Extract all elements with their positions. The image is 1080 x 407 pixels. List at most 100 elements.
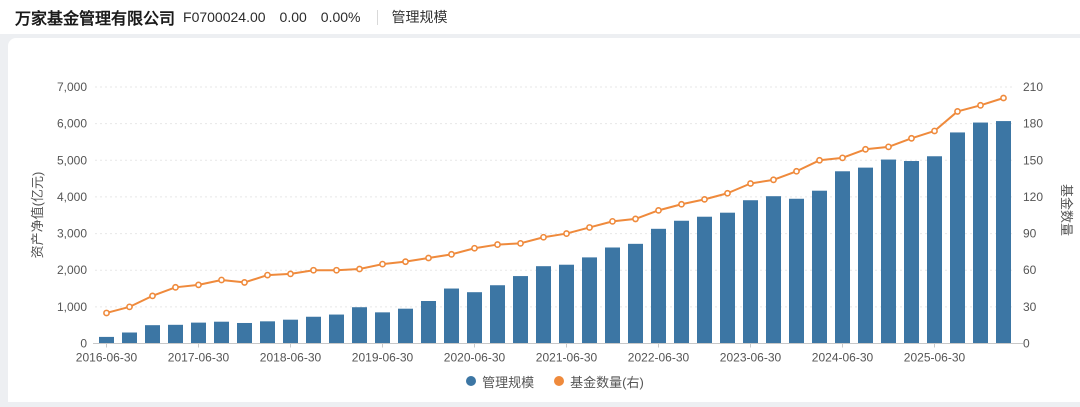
bar-2024-12-31[interactable]	[881, 159, 896, 344]
bar-2024-09-30[interactable]	[858, 167, 873, 344]
line-point-2022-09-30[interactable]	[678, 200, 685, 208]
line-point-2022-06-30[interactable]	[655, 206, 662, 214]
left-axis-title: 资产净值(亿元)	[30, 172, 45, 259]
line-point-2023-09-30[interactable]	[770, 176, 777, 184]
line-point-2019-03-31[interactable]	[356, 265, 363, 273]
line-point-2017-12-31[interactable]	[241, 279, 248, 286]
bar-2021-09-30[interactable]	[582, 257, 597, 344]
bar-2025-03-31[interactable]	[904, 161, 919, 344]
right-axis-tick-label: 60	[1023, 263, 1037, 277]
line-point-2021-06-30[interactable]	[563, 230, 570, 237]
bar-2016-12-31[interactable]	[145, 325, 160, 344]
bar-2017-06-30[interactable]	[191, 322, 206, 344]
line-point-2025-09-30[interactable]	[954, 108, 961, 115]
bar-2019-03-31[interactable]	[352, 307, 367, 344]
legend-item-management-scale[interactable]: 管理规模	[466, 372, 534, 391]
line-point-2020-09-30[interactable]	[494, 241, 501, 248]
line-point-2018-06-30[interactable]	[287, 270, 294, 278]
right-axis-tick-label: 0	[1023, 337, 1030, 351]
bar-2023-09-30[interactable]	[766, 196, 781, 344]
bar-2025-09-30[interactable]	[950, 132, 965, 344]
line-point-2016-06-30[interactable]	[103, 309, 110, 317]
bar-2024-06-30[interactable]	[835, 171, 850, 344]
line-point-2019-12-31[interactable]	[425, 254, 432, 262]
line-point-2026-03-31[interactable]	[1000, 94, 1007, 102]
left-axis-tick-label: 7,000	[57, 80, 87, 94]
line-point-2017-06-30[interactable]	[195, 281, 202, 289]
line-point-2024-12-31[interactable]	[885, 143, 892, 151]
bar-2021-03-31[interactable]	[536, 266, 551, 344]
line-point-2023-12-31[interactable]	[793, 167, 800, 175]
line-point-2018-09-30[interactable]	[310, 266, 317, 274]
line-point-2025-06-30[interactable]	[931, 127, 938, 135]
legend-label: 管理规模	[482, 374, 535, 390]
bar-2023-12-31[interactable]	[789, 198, 804, 344]
bar-2018-12-31[interactable]	[329, 314, 344, 344]
bar-2019-09-30[interactable]	[398, 308, 413, 344]
bar-2020-03-31[interactable]	[444, 288, 459, 344]
fund-change-percent: 0.00%	[320, 9, 361, 25]
line-point-2022-03-31[interactable]	[632, 215, 639, 223]
line-point-2024-03-31[interactable]	[816, 156, 823, 164]
bar-2017-12-31[interactable]	[237, 322, 252, 344]
bar-2021-12-31[interactable]	[605, 247, 620, 344]
line-point-2017-03-31[interactable]	[172, 283, 179, 291]
bar-2018-06-30[interactable]	[283, 319, 298, 344]
bar-2020-12-31[interactable]	[513, 276, 528, 344]
line-point-2023-06-30[interactable]	[747, 180, 754, 187]
x-axis-label: 2017-06-30	[168, 351, 230, 365]
bar-2018-09-30[interactable]	[306, 316, 321, 344]
line-point-2025-12-31[interactable]	[977, 101, 984, 109]
bar-2020-09-30[interactable]	[490, 285, 505, 344]
bar-2022-09-30[interactable]	[674, 220, 689, 344]
line-series	[106, 97, 1004, 314]
line-point-2024-09-30[interactable]	[862, 145, 869, 153]
bar-2022-12-31[interactable]	[697, 216, 712, 344]
line-point-2019-09-30[interactable]	[402, 258, 409, 266]
tab-management-scale[interactable]: 管理规模	[391, 9, 448, 25]
bar-2016-09-30[interactable]	[122, 332, 137, 344]
header-divider	[376, 9, 378, 25]
right-axis-tick-label: 150	[1023, 153, 1043, 167]
bar-2024-03-31[interactable]	[812, 190, 827, 344]
chart-card: 0 0 1,000 30 2,000 60 3,000 90 4,000 120 5,000 150 6…	[8, 38, 1080, 402]
bar-2025-06-30[interactable]	[927, 156, 942, 344]
line-point-2023-03-31[interactable]	[724, 189, 731, 197]
left-axis-tick-label: 5,000	[57, 153, 87, 167]
line-point-2021-09-30[interactable]	[586, 224, 593, 231]
bar-2020-06-30[interactable]	[467, 292, 482, 344]
right-axis-tick-label: 210	[1023, 80, 1043, 94]
line-point-2020-06-30[interactable]	[471, 244, 478, 252]
bar-2017-03-31[interactable]	[168, 324, 183, 344]
right-axis-tick-label: 120	[1023, 190, 1043, 204]
bar-2019-06-30[interactable]	[375, 312, 390, 344]
bar-2025-12-31[interactable]	[973, 122, 988, 344]
bar-2023-03-31[interactable]	[720, 212, 735, 344]
line-point-2021-12-31[interactable]	[609, 217, 616, 225]
bar-2022-03-31[interactable]	[628, 243, 643, 344]
line-point-2025-03-31[interactable]	[908, 134, 915, 142]
line-point-2016-09-30[interactable]	[126, 303, 133, 311]
bar-2022-06-30[interactable]	[651, 228, 666, 344]
bar-2021-06-30[interactable]	[559, 264, 574, 344]
x-axis-label: 2019-06-30	[352, 351, 414, 365]
line-point-2020-03-31[interactable]	[448, 250, 455, 258]
bar-2018-03-31[interactable]	[260, 321, 275, 344]
line-point-2019-06-30[interactable]	[379, 260, 386, 268]
bar-2023-06-30[interactable]	[743, 200, 758, 344]
bar-2026-03-31[interactable]	[996, 121, 1011, 344]
line-point-2018-03-31[interactable]	[264, 271, 271, 279]
line-point-2020-12-31[interactable]	[517, 239, 524, 247]
line-point-2016-12-31[interactable]	[149, 292, 156, 300]
company-title: 万家基金管理有限公司	[15, 11, 176, 28]
legend-item-fund-count[interactable]: 基金数量(右)	[554, 372, 644, 391]
bar-2019-12-31[interactable]	[421, 300, 436, 344]
line-point-2024-06-30[interactable]	[839, 154, 846, 162]
line-point-2021-03-31[interactable]	[540, 233, 547, 241]
line-point-2022-12-31[interactable]	[701, 195, 708, 203]
bar-2016-06-30[interactable]	[99, 336, 114, 344]
legend-dot-line-series	[554, 376, 565, 386]
line-point-2017-09-30[interactable]	[218, 276, 225, 284]
bar-2017-09-30[interactable]	[214, 321, 229, 344]
line-point-2018-12-31[interactable]	[333, 266, 340, 274]
